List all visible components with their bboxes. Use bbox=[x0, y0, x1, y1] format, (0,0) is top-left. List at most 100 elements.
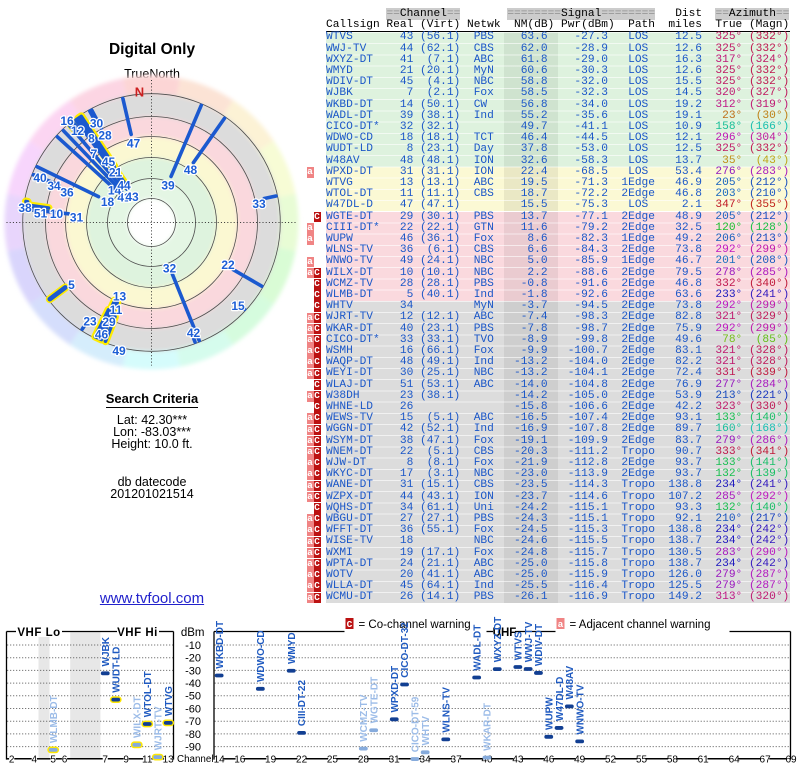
svg-text:WDIV-DT: WDIV-DT bbox=[534, 624, 545, 666]
svg-text:WADL-DT: WADL-DT bbox=[472, 625, 483, 671]
svg-text:22: 22 bbox=[296, 755, 308, 766]
svg-text:4: 4 bbox=[32, 755, 38, 766]
svg-text:19: 19 bbox=[265, 755, 277, 766]
svg-text:55: 55 bbox=[636, 755, 648, 766]
svg-text:48: 48 bbox=[184, 163, 198, 177]
svg-text:28: 28 bbox=[98, 128, 112, 142]
svg-text:WTOL-DT: WTOL-DT bbox=[143, 671, 154, 717]
svg-text:38: 38 bbox=[18, 201, 32, 215]
svg-text:WLNS-TV: WLNS-TV bbox=[441, 687, 452, 733]
svg-text:8: 8 bbox=[88, 131, 95, 145]
svg-text:WNWO-TV: WNWO-TV bbox=[575, 684, 586, 734]
svg-text:WPXD-DT: WPXD-DT bbox=[390, 666, 401, 713]
svg-text:WXYZ-DT: WXYZ-DT bbox=[493, 617, 504, 663]
svg-text:WHTV: WHTV bbox=[421, 716, 432, 746]
svg-text:9: 9 bbox=[123, 755, 129, 766]
svg-text:36: 36 bbox=[60, 185, 74, 199]
svg-text:67: 67 bbox=[760, 755, 772, 766]
svg-text:61: 61 bbox=[698, 755, 710, 766]
svg-text:14: 14 bbox=[214, 755, 226, 766]
svg-text:5: 5 bbox=[68, 278, 75, 292]
svg-text:40: 40 bbox=[33, 171, 47, 185]
svg-text:a: a bbox=[558, 619, 564, 630]
svg-text:14: 14 bbox=[108, 184, 122, 198]
svg-text:-60: -60 bbox=[185, 703, 201, 715]
svg-text:16: 16 bbox=[60, 114, 74, 128]
svg-text:WMYD: WMYD bbox=[287, 632, 298, 664]
svg-text:VHF Hi: VHF Hi bbox=[117, 627, 158, 639]
svg-text:WLMB-DT: WLMB-DT bbox=[49, 695, 60, 743]
svg-text:-50: -50 bbox=[185, 691, 201, 703]
svg-text:CICO-DT-32: CICO-DT-32 bbox=[400, 622, 411, 678]
svg-text:2: 2 bbox=[9, 755, 15, 766]
svg-text:WTVG: WTVG bbox=[164, 686, 175, 716]
svg-text:13: 13 bbox=[113, 289, 127, 303]
svg-text:WUDT-LD: WUDT-LD bbox=[112, 647, 123, 693]
svg-text:40: 40 bbox=[481, 755, 493, 766]
svg-text:-80: -80 bbox=[185, 729, 201, 741]
svg-text:32: 32 bbox=[163, 261, 177, 275]
svg-text:30: 30 bbox=[90, 116, 104, 130]
svg-text:WILX-DT: WILX-DT bbox=[132, 696, 143, 738]
svg-text:-30: -30 bbox=[185, 665, 201, 677]
svg-text:28: 28 bbox=[358, 755, 370, 766]
svg-text:6: 6 bbox=[62, 755, 68, 766]
svg-text:11: 11 bbox=[142, 755, 153, 766]
svg-text:WKAR-DT: WKAR-DT bbox=[483, 703, 494, 751]
svg-text:45: 45 bbox=[102, 155, 116, 169]
svg-text:7: 7 bbox=[91, 147, 98, 161]
svg-text:dBm: dBm bbox=[181, 627, 205, 639]
svg-text:-90: -90 bbox=[185, 742, 201, 754]
svg-text:29: 29 bbox=[102, 315, 116, 329]
svg-text:49: 49 bbox=[574, 755, 586, 766]
svg-text:34: 34 bbox=[420, 755, 432, 766]
svg-text:43: 43 bbox=[512, 755, 524, 766]
svg-text:7: 7 bbox=[102, 755, 108, 766]
svg-text:10: 10 bbox=[50, 207, 64, 221]
svg-text:W47DL-D: W47DL-D bbox=[555, 677, 566, 721]
svg-text:5: 5 bbox=[50, 755, 56, 766]
svg-text:34: 34 bbox=[47, 179, 61, 193]
svg-text:21: 21 bbox=[109, 165, 123, 179]
svg-text:39: 39 bbox=[161, 178, 175, 192]
svg-text:31: 31 bbox=[70, 210, 84, 224]
svg-text:23: 23 bbox=[83, 314, 97, 328]
svg-text:-20: -20 bbox=[185, 653, 201, 665]
svg-text:= Adjacent channel warning: = Adjacent channel warning bbox=[570, 619, 711, 631]
svg-text:41: 41 bbox=[117, 190, 131, 204]
svg-text:58: 58 bbox=[667, 755, 679, 766]
svg-text:11: 11 bbox=[110, 303, 123, 317]
svg-text:49: 49 bbox=[112, 344, 126, 358]
svg-text:33: 33 bbox=[252, 197, 266, 211]
svg-text:WWJ-TV: WWJ-TV bbox=[524, 621, 535, 662]
svg-text:WJRT-TV: WJRT-TV bbox=[153, 706, 164, 750]
svg-text:44: 44 bbox=[117, 178, 131, 192]
svg-text:Channel: Channel bbox=[177, 754, 214, 765]
svg-text:-10: -10 bbox=[185, 640, 201, 652]
svg-text:WKBD-DT: WKBD-DT bbox=[215, 621, 226, 669]
svg-text:52: 52 bbox=[605, 755, 617, 766]
svg-text:25: 25 bbox=[327, 755, 339, 766]
svg-text:WDWO-CD: WDWO-CD bbox=[256, 630, 267, 682]
svg-text:43: 43 bbox=[125, 190, 139, 204]
svg-text:CIII-DT-22: CIII-DT-22 bbox=[297, 680, 308, 727]
svg-text:37: 37 bbox=[451, 755, 463, 766]
svg-text:16: 16 bbox=[234, 755, 246, 766]
svg-text:VHF Lo: VHF Lo bbox=[17, 627, 60, 639]
svg-text:42: 42 bbox=[187, 326, 201, 340]
svg-text:-70: -70 bbox=[185, 716, 201, 728]
svg-text:51: 51 bbox=[34, 206, 48, 220]
svg-text:12: 12 bbox=[71, 124, 85, 138]
svg-text:13: 13 bbox=[163, 755, 175, 766]
svg-text:64: 64 bbox=[729, 755, 741, 766]
svg-text:22: 22 bbox=[221, 258, 235, 272]
svg-text:UHF: UHF bbox=[493, 627, 517, 639]
svg-text:15: 15 bbox=[231, 299, 245, 313]
svg-text:= Co-channel warning: = Co-channel warning bbox=[359, 619, 471, 631]
svg-text:69: 69 bbox=[785, 755, 797, 766]
svg-text:-40: -40 bbox=[185, 678, 201, 690]
svg-text:WTVS: WTVS bbox=[514, 631, 525, 660]
svg-text:WJBK: WJBK bbox=[101, 636, 112, 666]
svg-text:46: 46 bbox=[95, 327, 109, 341]
svg-text:47: 47 bbox=[127, 136, 141, 150]
